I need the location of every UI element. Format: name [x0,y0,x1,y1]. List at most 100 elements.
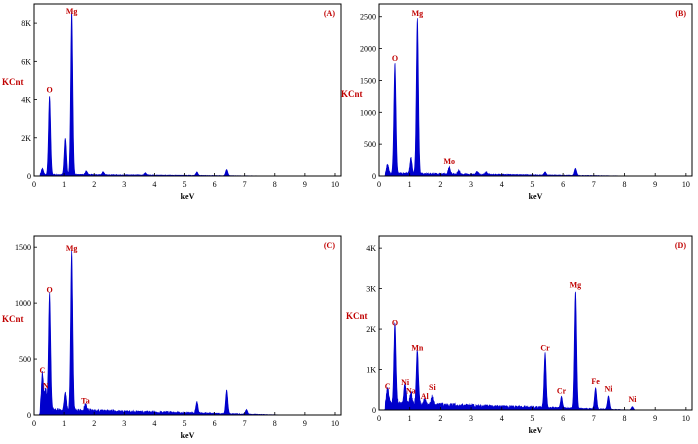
plot-frame [33,235,342,416]
peak-label-o: O [392,54,398,63]
x-tick-label: 10 [331,419,339,428]
x-tick-label: 8 [622,414,626,423]
y-tick-label: 8K [21,19,31,28]
x-tick-label: 5 [182,180,186,189]
x-tick-label: 1 [62,180,66,189]
x-tick-label: 6 [213,419,217,428]
y-tick-label: 0 [372,406,376,415]
peak-label-o: O [47,86,53,95]
x-tick-label: 4 [500,180,504,189]
y-tick-label: 3K [366,285,376,294]
x-tick-label: 2 [92,180,96,189]
peak-label-ta: Ta [81,396,90,405]
x-tick-label: 8 [622,180,626,189]
y-tick-label: 2500 [360,13,376,22]
x-tick-label: 3 [469,414,473,423]
x-tick-label: 7 [592,180,596,189]
x-tick-label: 10 [331,180,339,189]
peak-label-c: C [40,366,46,375]
x-tick-label: 6 [561,414,565,423]
x-tick-label: 9 [303,180,307,189]
x-tick-label: 5 [182,419,186,428]
x-tick-label: 1 [408,180,412,189]
y-axis-label: KCnt [346,311,368,321]
x-tick-label: 1 [408,414,412,423]
x-tick-label: 8 [273,180,277,189]
x-tick-label: 0 [377,414,381,423]
x-tick-label: 5 [530,414,534,423]
peak-label-mg: Mg [570,281,582,290]
y-tick-label: 1000 [15,299,31,308]
panel-tag: (C) [324,241,335,250]
x-tick-label: 4 [152,419,156,428]
x-axis-label: keV [181,431,195,440]
x-tick-label: 3 [122,419,126,428]
x-tick-label: 9 [653,414,657,423]
peak-label-ni: Ni [605,385,614,394]
y-tick-label: 1500 [15,243,31,252]
x-tick-label: 7 [243,419,247,428]
y-tick-label: 6K [21,57,31,66]
spectrum-panel-c: 0 1 2 3 4 5 6 7 8 9 10 0 500 1000 1500 keV KCnt (C) CN O Mg T… [2,235,342,440]
spectrum-panel-b: 0 1 2 3 4 5 6 7 8 9 10 0 500 1000 1500 2000 2500 keV KCnt (… [341,3,693,201]
plot-frame [378,3,693,177]
y-tick-label: 0 [27,172,31,181]
panel-tag: (A) [324,9,335,18]
x-tick-label: 2 [92,419,96,428]
plot-frame [33,3,342,177]
peak-label-o: O [47,286,53,295]
x-tick-label: 9 [653,180,657,189]
x-tick-label: 10 [682,414,690,423]
y-tick-label: 1500 [360,76,376,85]
peak-label-mg: Mg [66,244,78,253]
x-axis-label: keV [181,192,195,201]
x-tick-label: 10 [682,180,690,189]
y-axis-label: KCnt [2,314,24,324]
y-tick-label: 2000 [360,45,376,54]
y-axis-label: KCnt [341,89,363,99]
peak-label-mo: Mo [443,157,455,166]
peak-label-na: Na [406,387,416,396]
y-tick-label: 500 [19,355,31,364]
peak-label-c: C [385,382,391,391]
x-tick-label: 7 [592,414,596,423]
x-tick-label: 8 [273,419,277,428]
x-axis-label: keV [529,192,543,201]
x-tick-label: 9 [303,419,307,428]
x-axis-label: keV [529,426,543,435]
x-tick-label: 0 [32,419,36,428]
peak-label-n: N [43,382,49,391]
y-tick-label: 4K [366,244,376,253]
y-tick-label: 2K [21,134,31,143]
peak-label-mg: Mg [66,7,78,16]
spectrum-panel-a: 0 1 2 3 4 5 6 7 8 9 10 0 2K 4K 6K 8K keV KCnt (A) O Mg [2,3,342,201]
y-tick-label: 0 [372,172,376,181]
x-tick-label: 5 [530,180,534,189]
peak-label-mg: Mg [412,9,424,18]
spectrum-panel-d: 0 1 2 3 4 5 6 7 8 9 1001K2K3K4KkeVKCnt(D)CONiNaMnA… [346,235,693,435]
spectrum-curve [33,249,305,416]
peak-label-cr: Cr [540,343,550,352]
x-tick-label: 0 [32,180,36,189]
y-axis-label: KCnt [2,77,24,87]
x-tick-label: 6 [561,180,565,189]
y-tick-label: 1000 [360,108,376,117]
peak-label-si: Si [429,383,436,392]
x-tick-label: 7 [243,180,247,189]
peak-label-cr: Cr [557,387,567,396]
y-tick-label: 0 [27,411,31,420]
y-tick-label: 500 [364,140,376,149]
x-tick-label: 4 [152,180,156,189]
spectrum-curve [378,291,656,411]
panel-tag: (D) [675,241,686,250]
peak-label-fe: Fe [591,377,600,386]
peak-label-mn: Mn [411,343,424,352]
plot-frame [378,235,693,411]
x-tick-label: 2 [438,414,442,423]
spectrum-curve [33,10,305,177]
x-tick-label: 3 [469,180,473,189]
x-tick-label: 6 [213,180,217,189]
peak-label-ni: Ni [628,395,637,404]
x-tick-label: 1 [62,419,66,428]
